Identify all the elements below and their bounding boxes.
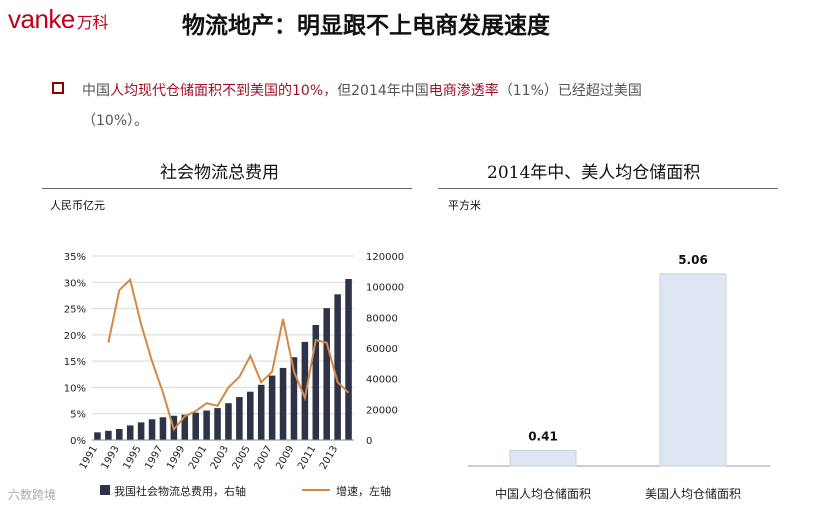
bar-logistics-cost <box>225 403 232 440</box>
bar-logistics-cost <box>247 391 254 440</box>
x-axis-tick-label: 2013 <box>318 444 340 472</box>
logistics-cost-chart: 0% 5% 10% 15% 20% 25% 30% 35% 0 20000 40000 60000 80… <box>64 252 404 498</box>
bar-logistics-cost <box>116 428 123 440</box>
left-axis-tick-label: 10% <box>64 383 86 394</box>
bar-logistics-cost <box>159 417 167 440</box>
left-chart-title: 社会物流总费用 <box>160 163 279 183</box>
bar-logistics-cost <box>214 408 221 440</box>
bar-storage-area <box>659 273 727 467</box>
right-chart-unit: 平方米 <box>448 199 481 212</box>
bar-value-label: 0.41 <box>528 429 558 443</box>
bar-logistics-cost <box>203 410 210 440</box>
bar-logistics-cost <box>126 425 134 440</box>
storage-area-chart: 0.41 中国人均仓储面积 5.06 美国人均仓储面积 <box>468 253 770 501</box>
x-axis-tick-label: 2001 <box>187 444 209 472</box>
right-axis-tick-label: 20000 <box>366 405 398 416</box>
left-axis-tick-label: 15% <box>64 357 86 368</box>
right-axis-tick-label: 0 <box>366 436 372 447</box>
x-axis-tick-label: 1993 <box>100 444 122 472</box>
x-axis-tick-label: 1995 <box>121 444 143 472</box>
left-axis-tick-label: 20% <box>64 331 86 342</box>
x-axis-tick-label: 2009 <box>274 444 296 472</box>
growth-rate-line <box>107 277 350 432</box>
bar-logistics-cost <box>290 357 298 440</box>
bar-logistics-cost <box>257 384 265 440</box>
bar-logistics-cost <box>334 294 341 440</box>
right-axis-tick-label: 100000 <box>366 283 404 294</box>
right-axis-tick-label: 120000 <box>366 252 404 263</box>
x-axis-tick-label: 1999 <box>165 444 187 472</box>
bar-logistics-cost <box>148 419 156 440</box>
bullet-text: 中国人均现代仓储面积不到美国的10%，但2014年中国电商渗透率（11%）已经超… <box>82 83 642 129</box>
left-axis-tick-label: 35% <box>64 252 86 263</box>
bar-logistics-cost <box>181 414 189 440</box>
bar-logistics-cost <box>279 367 287 440</box>
bar-logistics-cost <box>236 397 243 440</box>
bar-logistics-cost <box>268 375 276 440</box>
left-title-rule <box>42 188 412 189</box>
left-axis-tick-label: 0% <box>70 436 86 447</box>
bar-value-label: 5.06 <box>678 253 708 267</box>
x-axis-tick-label: 2011 <box>296 444 318 472</box>
bar-logistics-cost <box>192 412 199 440</box>
bar-storage-area <box>509 449 577 467</box>
vanke-logo: vanke 万科 <box>8 4 108 34</box>
x-axis-tick-label: 2003 <box>209 444 231 472</box>
left-axis-tick-label: 25% <box>64 305 86 316</box>
left-axis-tick-label: 30% <box>64 278 86 289</box>
right-title-rule <box>438 188 778 189</box>
x-axis-tick-label: 1991 <box>78 444 100 472</box>
bar-logistics-cost <box>105 430 112 440</box>
category-label: 美国人均仓储面积 <box>645 486 741 501</box>
page-title: 物流地产：明显跟不上电商发展速度 <box>182 12 550 39</box>
x-axis-tick-label: 2007 <box>252 444 274 472</box>
right-axis-tick-label: 40000 <box>366 375 398 386</box>
bullet-square-icon <box>52 82 64 94</box>
bar-logistics-cost <box>301 341 309 440</box>
right-axis-tick-label: 80000 <box>366 313 398 324</box>
category-label: 中国人均仓储面积 <box>495 486 591 501</box>
left-chart-unit: 人民币亿元 <box>50 199 105 212</box>
bar-logistics-cost <box>94 432 101 440</box>
bar-logistics-cost <box>323 308 330 440</box>
bar-logistics-cost <box>312 325 320 440</box>
right-axis-tick-label: 60000 <box>366 344 398 355</box>
bar-logistics-cost <box>345 279 352 440</box>
bar-logistics-cost <box>137 422 145 440</box>
x-axis-tick-label: 2005 <box>231 444 253 472</box>
legend-line-label: 增速，左轴 <box>336 484 391 498</box>
x-axis-tick-label: 1997 <box>143 444 165 472</box>
legend-bar-label: 我国社会物流总费用，右轴 <box>114 484 246 498</box>
right-chart-title: 2014年中、美人均仓储面积 <box>487 163 701 183</box>
left-axis-tick-label: 5% <box>70 410 86 421</box>
legend-bar-swatch <box>100 485 110 495</box>
watermark: 六数跨境 <box>8 488 57 502</box>
